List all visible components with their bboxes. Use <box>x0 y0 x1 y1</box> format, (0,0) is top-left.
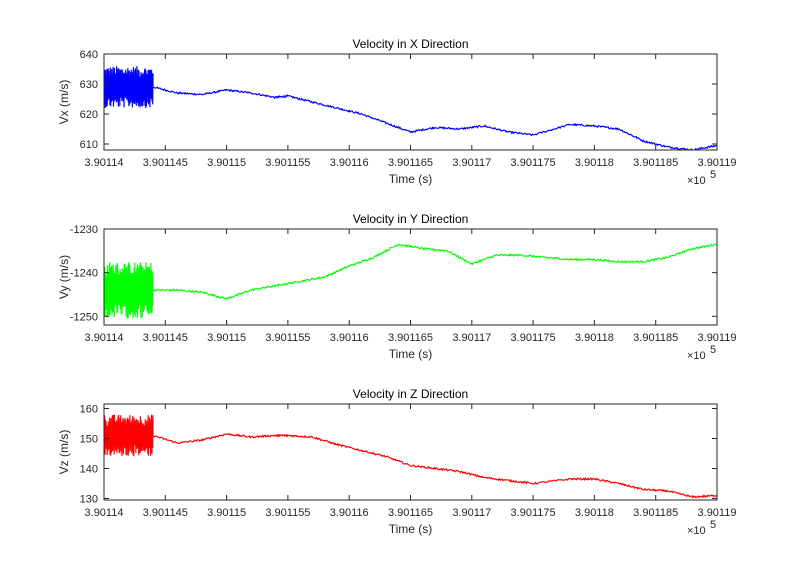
chart-panel-3: 3.90114 3.901145 3.90115 3.901155 3.90116 3.9… <box>57 387 736 537</box>
x-tick-label: 3.901165 <box>388 332 433 344</box>
x-tick-label: 3.90117 <box>452 157 491 169</box>
x-axis-label: Time (s) <box>389 172 433 186</box>
x-tick-label: 3.901185 <box>633 507 678 519</box>
y-tick-label: 620 <box>80 109 98 121</box>
x-tick-label: 3.90116 <box>330 332 369 344</box>
x-tick-label: 3.901155 <box>265 332 310 344</box>
x-tick-label: 3.901145 <box>143 507 188 519</box>
chart-title: Velocity in Y Direction <box>353 212 469 226</box>
chart-title: Velocity in X Direction <box>352 37 468 51</box>
y-tick-label: -1240 <box>70 268 98 280</box>
y-tick-label: 640 <box>80 49 98 61</box>
axes-box <box>103 53 718 151</box>
y-axis-label: Vz (m/s) <box>57 430 71 475</box>
x-tick-label: 3.90114 <box>85 157 124 169</box>
y-tick-label: 130 <box>80 494 98 506</box>
chart-title: Velocity in Z Direction <box>353 387 468 401</box>
x-tick-label: 3.90119 <box>698 332 737 344</box>
y-axis-label: Vy (m/s) <box>57 255 71 299</box>
x-tick-label: 3.901145 <box>143 157 188 169</box>
y-tick-label: 610 <box>80 139 98 151</box>
series-line-1 <box>104 66 717 150</box>
y-tick-label: 150 <box>80 434 98 446</box>
x-tick-label: 3.901145 <box>143 332 188 344</box>
chart-panel-2: 3.90114 3.901145 3.90115 3.901155 3.90116 3.9… <box>57 212 736 362</box>
x-tick-label: 3.90116 <box>330 507 369 519</box>
x-tick-label: 3.90114 <box>85 332 124 344</box>
x-tick-label: 3.901165 <box>388 507 433 519</box>
y-tick-label: -1250 <box>70 311 98 323</box>
x-scale-label: ×10 <box>687 175 706 187</box>
chart-panel-1: 3.90114 3.901145 3.90115 3.901155 3.90116 3.9… <box>57 37 736 187</box>
y-tick-label: -1230 <box>70 224 98 236</box>
x-tick-label: 3.90118 <box>575 332 614 344</box>
x-tick-label: 3.901175 <box>511 157 556 169</box>
x-tick-label: 3.901185 <box>633 332 678 344</box>
x-axis-label: Time (s) <box>389 347 433 361</box>
x-tick-label: 3.90116 <box>330 157 369 169</box>
x-tick-label: 3.90117 <box>452 332 491 344</box>
x-tick-label: 3.901185 <box>633 157 678 169</box>
x-scale-exponent: 5 <box>710 519 716 531</box>
x-scale-label: ×10 <box>687 350 706 362</box>
y-tick-label: 160 <box>80 404 98 416</box>
series-line-3 <box>104 414 717 499</box>
x-tick-label: 3.90114 <box>85 507 124 519</box>
x-scale-exponent: 5 <box>710 169 716 181</box>
y-tick-label: 630 <box>80 79 98 91</box>
series-line-2 <box>104 243 717 319</box>
x-tick-label: 3.901155 <box>265 507 310 519</box>
x-tick-label: 3.90115 <box>207 332 246 344</box>
x-scale-exponent: 5 <box>710 344 716 356</box>
axes-box <box>103 228 718 326</box>
x-tick-label: 3.90118 <box>575 157 614 169</box>
y-tick-label: 140 <box>80 464 98 476</box>
x-scale-label: ×10 <box>687 525 706 537</box>
x-tick-label: 3.901175 <box>511 332 556 344</box>
x-tick-label: 3.90117 <box>452 507 491 519</box>
y-axis-label: Vx (m/s) <box>57 80 71 125</box>
x-tick-label: 3.90115 <box>207 157 246 169</box>
x-tick-label: 3.90119 <box>698 507 737 519</box>
x-tick-label: 3.90119 <box>698 157 737 169</box>
x-tick-label: 3.901165 <box>388 157 433 169</box>
x-tick-label: 3.901155 <box>265 157 310 169</box>
x-tick-label: 3.90115 <box>207 507 246 519</box>
x-tick-label: 3.90118 <box>575 507 614 519</box>
x-axis-label: Time (s) <box>389 522 433 536</box>
x-tick-label: 3.901175 <box>511 507 556 519</box>
